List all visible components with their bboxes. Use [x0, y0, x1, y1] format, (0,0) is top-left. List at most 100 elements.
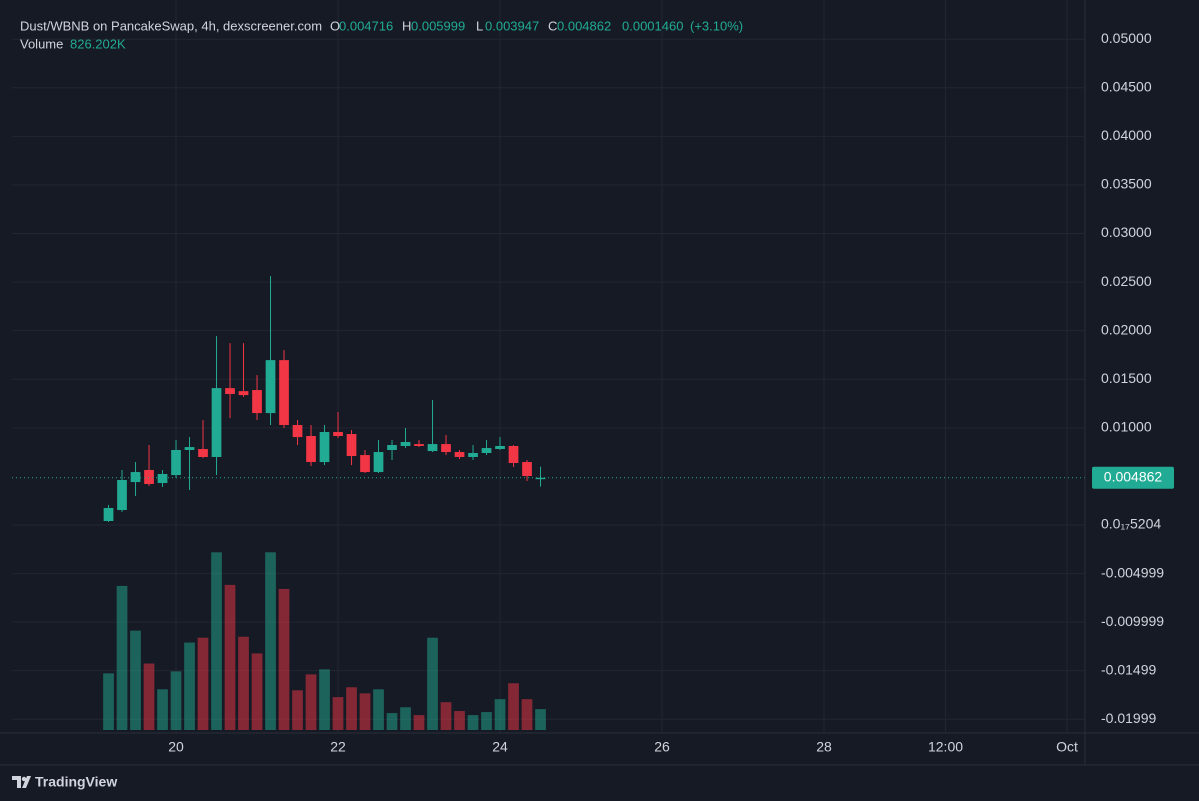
- volume-bar: [184, 642, 195, 730]
- candle-layer: [12, 276, 1085, 522]
- candle-body: [400, 442, 411, 447]
- candle-body: [333, 432, 343, 436]
- x-tick-label: 24: [492, 739, 508, 755]
- volume-bar: [332, 697, 344, 730]
- volume-bar: [427, 637, 438, 730]
- volume-bar: [413, 715, 425, 730]
- y-tick-label: -0.004999: [1101, 564, 1164, 580]
- volume-bar: [305, 674, 317, 730]
- candle-body: [387, 445, 397, 450]
- candle-body: [130, 472, 141, 483]
- y-tick-label: 0.03000: [1101, 224, 1152, 240]
- candle-body: [306, 435, 316, 463]
- ohlc-value: 0.004862: [557, 18, 611, 33]
- ohlc-value: 0.004716: [339, 18, 393, 33]
- candle-body: [184, 447, 195, 450]
- y-tick-label: 0.04500: [1101, 78, 1152, 94]
- candle-body: [522, 462, 532, 477]
- volume-bar: [292, 690, 303, 730]
- volume-bar: [116, 585, 128, 730]
- candle-body: [441, 444, 451, 453]
- footer-logo: [12, 776, 31, 788]
- y-tick-label: -0.01499: [1101, 661, 1156, 677]
- y-tick-label: 0.0₁₇5204: [1101, 516, 1161, 532]
- volume-bar: [319, 669, 330, 730]
- candle-body: [508, 446, 519, 464]
- volume-bar: [170, 671, 182, 730]
- y-tick-label: 0.01000: [1101, 419, 1152, 435]
- y-tick-label: -0.01999: [1101, 710, 1156, 726]
- ohlc-label: L: [476, 18, 483, 33]
- volume-bar: [521, 699, 533, 730]
- candle-body: [319, 432, 330, 463]
- volume-bar: [400, 707, 411, 730]
- volume-bar: [238, 636, 249, 730]
- volume-bar: [130, 630, 141, 730]
- x-tick-label: 26: [654, 739, 670, 755]
- volume-bar: [251, 653, 263, 730]
- volume-bar: [265, 552, 276, 730]
- volume-bar: [157, 689, 168, 730]
- change-percent: (+3.10%): [690, 18, 743, 33]
- y-tick-label: 0.01500: [1101, 370, 1152, 386]
- volume-bar: [143, 663, 155, 730]
- volume-bar: [454, 711, 465, 730]
- y-tick-label: 0.04000: [1101, 127, 1152, 143]
- candle-body: [265, 360, 276, 414]
- volume-bar: [359, 693, 371, 730]
- candle-body: [225, 388, 235, 395]
- candle-body: [171, 449, 181, 476]
- grid: [12, 0, 1085, 733]
- volume-bar: [494, 699, 506, 730]
- y-tick-label: 0.02500: [1101, 273, 1152, 289]
- volume-bar: [197, 637, 209, 730]
- candle-body: [252, 390, 262, 414]
- candle-body: [144, 470, 154, 484]
- candle-body: [414, 444, 424, 447]
- candle-body: [481, 448, 492, 454]
- candle-body: [279, 360, 289, 426]
- candle-body: [198, 449, 208, 457]
- x-tick-label: Oct: [1056, 739, 1078, 755]
- candle-body: [238, 391, 249, 396]
- ohlc-value: 0.003947: [485, 18, 539, 33]
- candle-body: [495, 446, 505, 450]
- ohlc-value: 0.005999: [411, 18, 465, 33]
- volume-bar: [481, 712, 492, 730]
- x-tick-label: 20: [168, 739, 184, 755]
- volume-bar: [535, 709, 546, 730]
- volume-bar: [386, 713, 398, 730]
- volume-bar: [211, 552, 222, 730]
- y-tick-label: 0.03500: [1101, 176, 1152, 192]
- volume-label: Volume: [20, 36, 63, 51]
- ohlc-label: H: [402, 18, 411, 33]
- candle-body: [103, 507, 114, 522]
- candle-body: [535, 477, 546, 480]
- x-tick-label: 22: [330, 739, 346, 755]
- candle-body: [468, 453, 478, 457]
- candle-body: [157, 473, 168, 484]
- y-tick-label: 0.05000: [1101, 30, 1152, 46]
- y-tick-label: 0.02000: [1101, 321, 1152, 337]
- legend: Dust/WBNB on PancakeSwap, 4h, dexscreene…: [20, 18, 743, 51]
- volume-bar: [224, 584, 236, 730]
- last-price-box: [1092, 466, 1174, 489]
- volume-bar: [346, 687, 357, 730]
- last-price-label: 0.004862: [1104, 468, 1163, 484]
- candle-body: [117, 480, 127, 511]
- candle-body: [427, 444, 438, 452]
- volume-bar: [103, 673, 114, 730]
- axes: 0.05000 0.04500 0.04000 0.03500 0.03000 0.025…: [168, 30, 1174, 755]
- candle-body: [211, 388, 222, 457]
- volume-bar: [440, 702, 452, 730]
- candle-body: [292, 425, 303, 438]
- change-value: 0.0001460: [622, 18, 683, 33]
- candle-body: [454, 452, 465, 457]
- candle-body: [346, 434, 357, 457]
- volume-value: 826.202K: [70, 36, 126, 51]
- candle-body: [373, 452, 384, 473]
- footer-brand: TradingView: [35, 774, 117, 790]
- ohlc-label: C: [548, 18, 557, 33]
- volume-bar: [373, 689, 384, 730]
